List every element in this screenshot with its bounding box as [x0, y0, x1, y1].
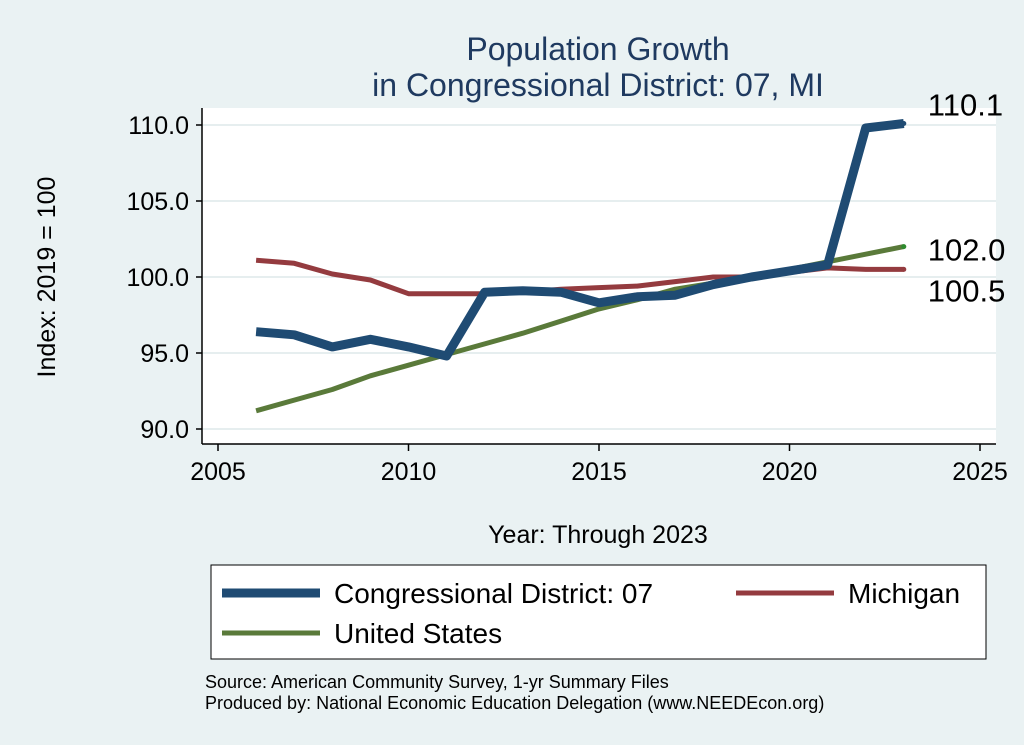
x-tick-label: 2010	[381, 458, 437, 486]
x-tick-label: 2015	[571, 458, 627, 486]
y-tick-label: 90.0	[140, 416, 189, 444]
legend-box	[210, 564, 987, 660]
series-line-congressional-district-07	[255, 119, 905, 361]
producer-note: Produced by: National Economic Education…	[205, 693, 824, 713]
x-axis-title: Year: Through 2023	[488, 521, 708, 549]
y-tick-label: 100.0	[126, 264, 189, 292]
gridlines	[202, 124, 996, 430]
y-tick-label: 95.0	[140, 340, 189, 368]
series-end-point	[901, 120, 907, 126]
y-tick-label: 105.0	[126, 188, 189, 216]
legend: Congressional District: 07 Michigan United…	[222, 578, 960, 649]
axes: 90.0 95.0 100.0 105.0 110.0 2005 2010 2015 2020 2…	[126, 108, 1008, 486]
y-tick-label: 110.0	[128, 112, 189, 140]
source-note: Source: American Community Survey, 1-yr …	[205, 672, 669, 692]
end-label: 110.1	[928, 87, 1003, 122]
end-label: 102.0	[928, 233, 1006, 268]
series-lines	[255, 119, 907, 414]
x-tick-label: 2005	[190, 458, 246, 486]
x-tick-label: 2025	[952, 458, 1008, 486]
series-end-point	[901, 266, 907, 272]
chart-title-line-2: in Congressional District: 07, MI	[372, 67, 824, 103]
chart-title-line-1: Population Growth	[466, 31, 729, 67]
y-axis-title: Index: 2019 = 100	[33, 177, 61, 378]
end-labels: 110.1 100.5 102.0	[928, 87, 1006, 308]
end-label: 100.5	[928, 273, 1006, 308]
legend-label: Michigan	[848, 578, 960, 609]
series-end-point	[901, 244, 907, 250]
legend-label: United States	[334, 618, 502, 649]
legend-label: Congressional District: 07	[334, 578, 653, 609]
x-tick-label: 2020	[762, 458, 818, 486]
